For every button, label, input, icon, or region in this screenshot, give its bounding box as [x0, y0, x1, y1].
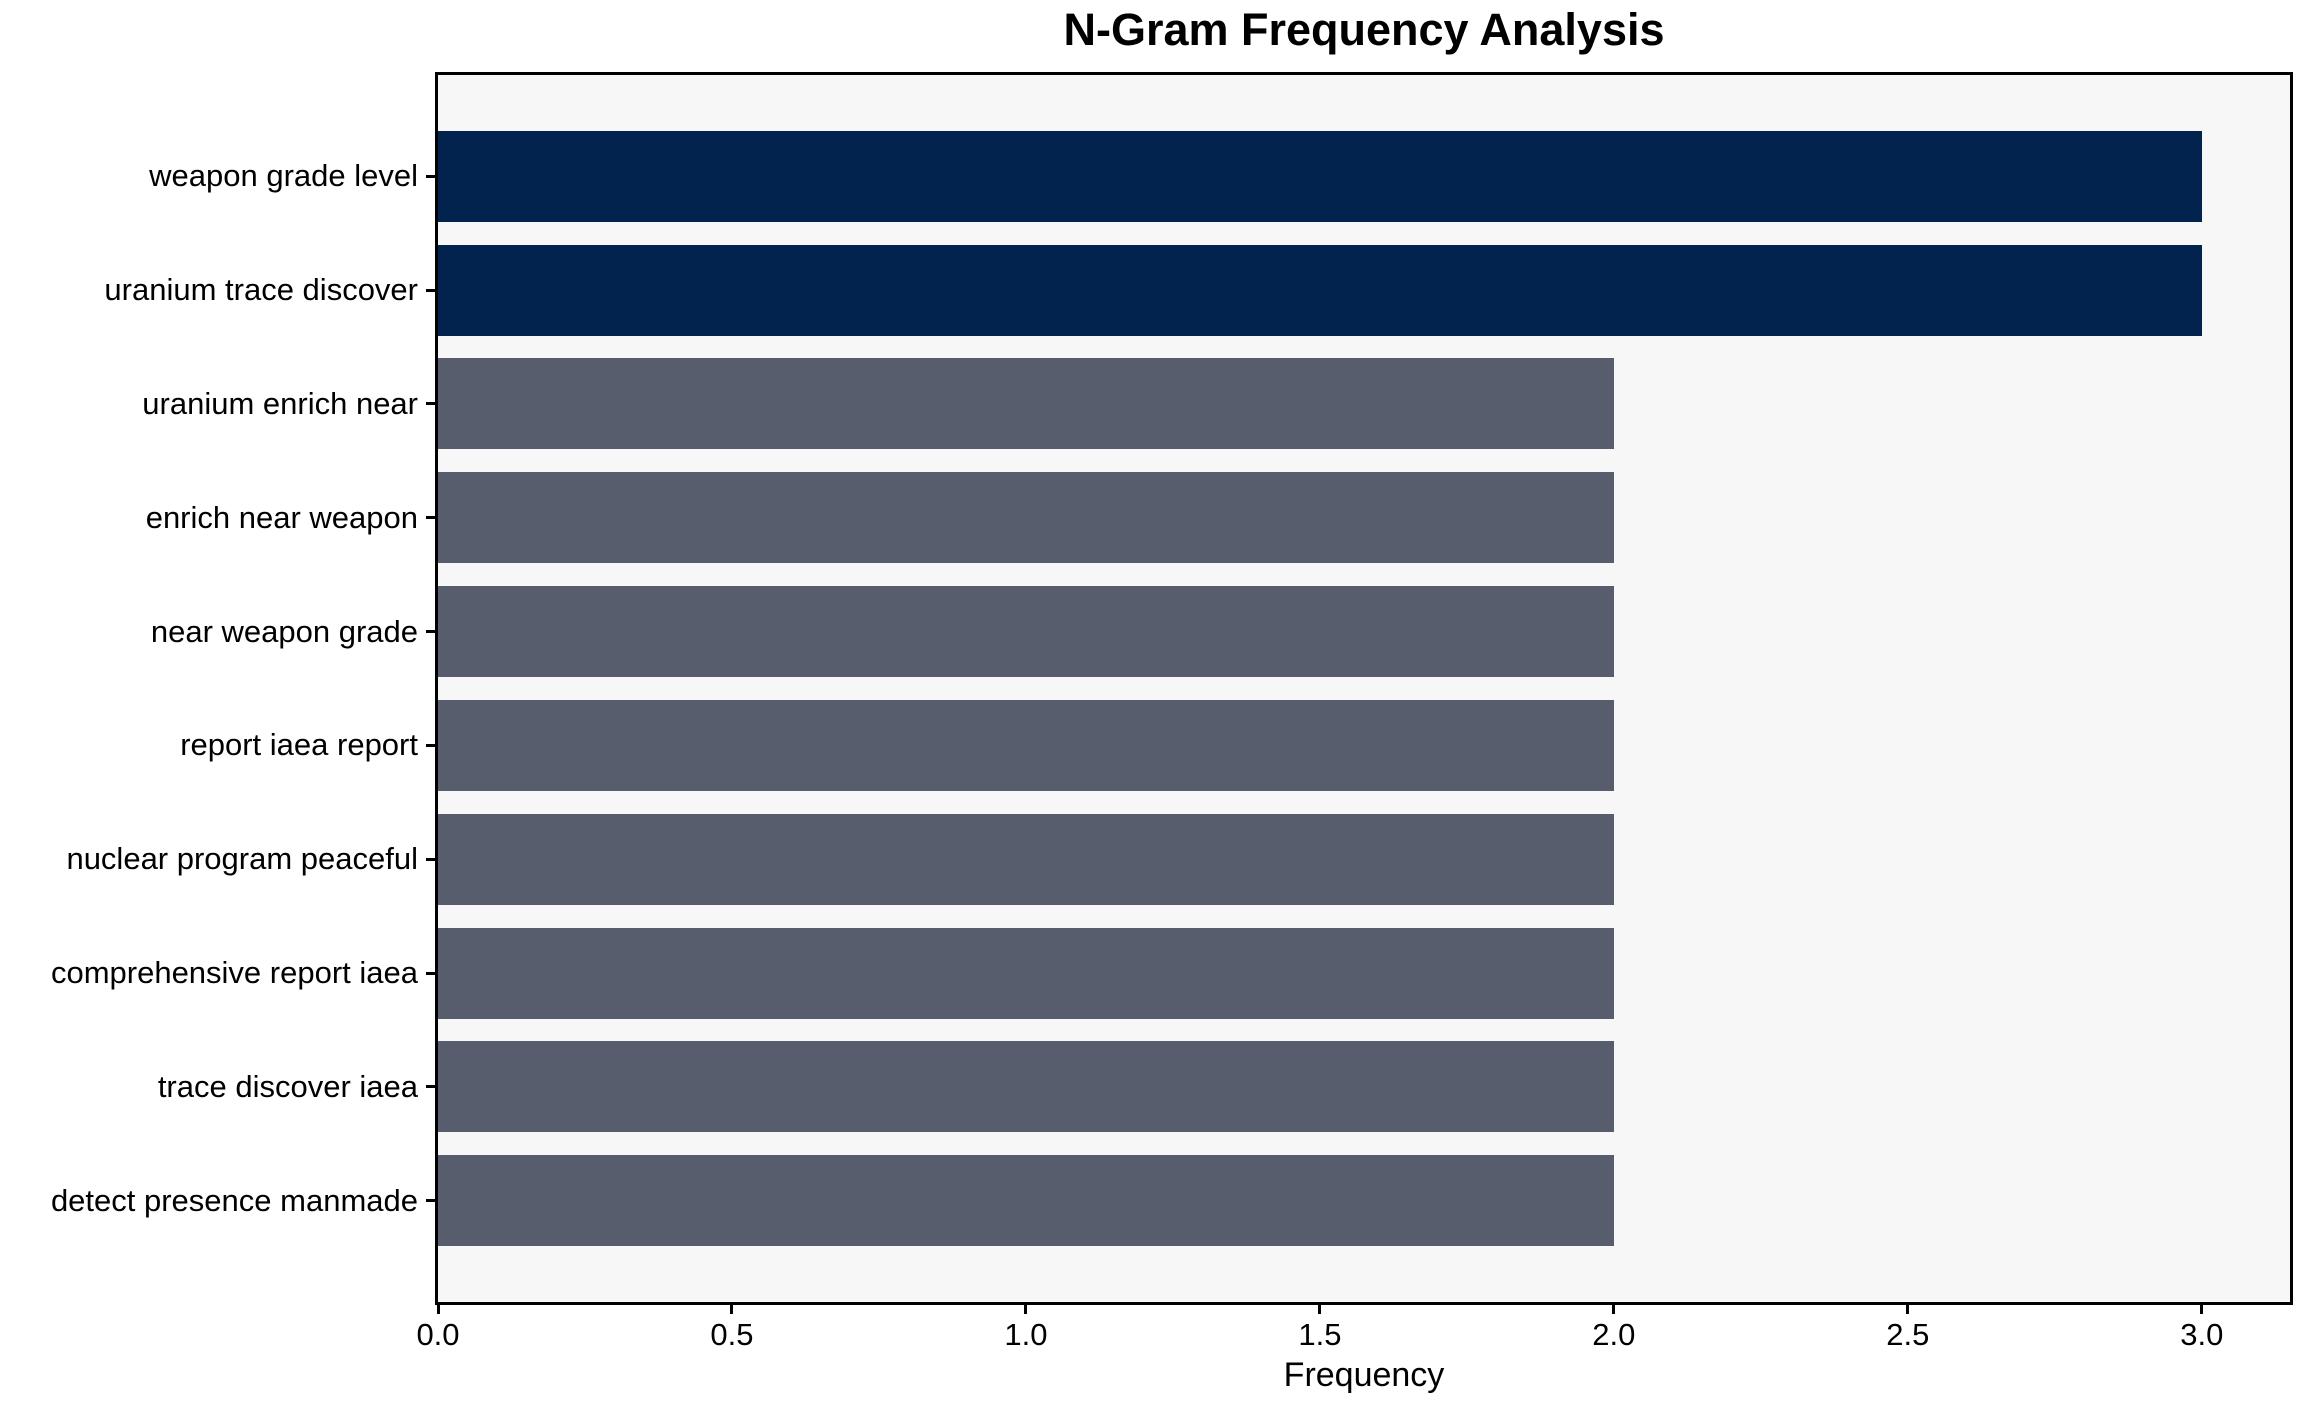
bar-uranium-trace-discover: [438, 244, 2202, 336]
x-axis-title: Frequency: [1283, 1356, 1445, 1394]
y-tick-mark: [426, 174, 435, 178]
y-tick-mark: [426, 630, 435, 634]
x-tick-mark: [1318, 1305, 1322, 1314]
y-axis-label: detect presence manmade: [50, 1182, 418, 1218]
y-tick-mark: [426, 1199, 435, 1203]
y-tick-mark: [426, 743, 435, 747]
x-axis-tick-label: 0.5: [710, 1317, 754, 1352]
y-tick-mark: [426, 1085, 435, 1089]
x-tick-mark: [436, 1305, 440, 1314]
x-tick-mark: [1612, 1305, 1616, 1314]
y-axis-label: uranium trace discover: [104, 272, 418, 308]
y-axis-label: trace discover iaea: [157, 1068, 418, 1104]
y-tick-mark: [426, 516, 435, 520]
x-axis-tick-label: 1.5: [1298, 1317, 1342, 1352]
bar-nuclear-program-peaceful: [438, 813, 1614, 905]
x-axis-tick-label: 2.5: [1886, 1317, 1930, 1352]
x-axis-tick-label: 3.0: [2180, 1317, 2224, 1352]
bar-weapon-grade-level: [438, 130, 2202, 222]
x-tick-mark: [730, 1305, 734, 1314]
y-axis-label: near weapon grade: [150, 613, 418, 649]
bar-trace-discover-iaea: [438, 1041, 1614, 1133]
bar-detect-presence-manmade: [438, 1155, 1614, 1247]
x-tick-mark: [1024, 1305, 1028, 1314]
y-axis-label: comprehensive report iaea: [50, 955, 418, 991]
x-tick-mark: [1906, 1305, 1910, 1314]
y-tick-mark: [426, 288, 435, 292]
x-tick-mark: [2200, 1305, 2204, 1314]
y-axis-label: weapon grade level: [149, 158, 418, 194]
bar-report-iaea-report: [438, 699, 1614, 791]
y-tick-mark: [426, 971, 435, 975]
x-axis-tick-label: 2.0: [1592, 1317, 1636, 1352]
x-axis-tick-label: 0.0: [416, 1317, 460, 1352]
bar-enrich-near-weapon: [438, 472, 1614, 564]
bar-uranium-enrich-near: [438, 358, 1614, 450]
x-axis-tick-label: 1.0: [1004, 1317, 1048, 1352]
y-axis-label: enrich near weapon: [145, 499, 418, 535]
chart-title: N-Gram Frequency Analysis: [1063, 4, 1665, 55]
y-axis-label: nuclear program peaceful: [66, 841, 418, 877]
y-axis-label: uranium enrich near: [142, 385, 418, 421]
bar-comprehensive-report-iaea: [438, 927, 1614, 1019]
plot-area: [435, 72, 2293, 1305]
bar-near-weapon-grade: [438, 586, 1614, 678]
y-tick-mark: [426, 857, 435, 861]
y-tick-mark: [426, 402, 435, 406]
y-axis-label: report iaea report: [180, 727, 418, 763]
